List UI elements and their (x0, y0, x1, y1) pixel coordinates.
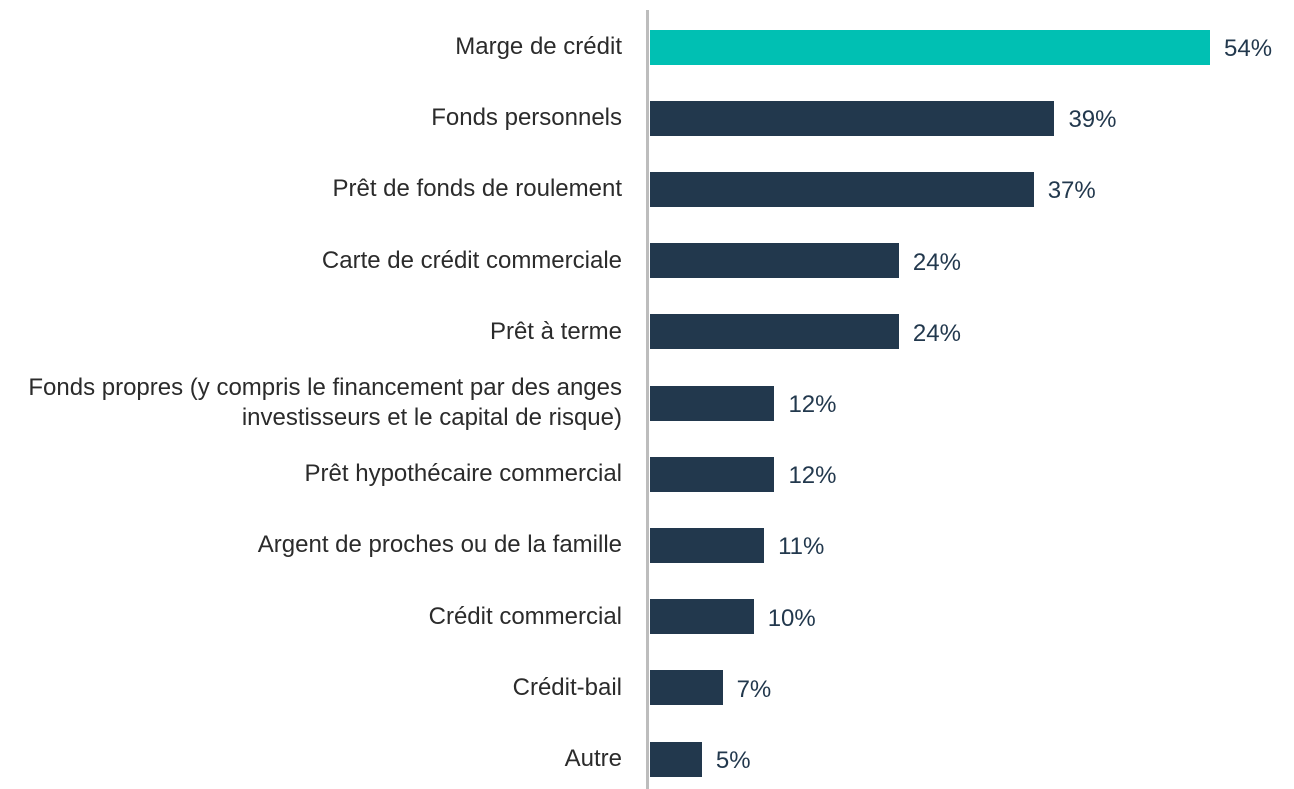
value-label: 12% (788, 391, 837, 418)
category-label: Fonds propres (y compris le financement … (28, 374, 622, 431)
category-label: Prêt à terme (489, 317, 622, 345)
value-label: 10% (767, 604, 816, 632)
category-label: Argent de proches ou de la famille (257, 531, 622, 559)
bar (650, 314, 899, 350)
category-label: Prêt de fonds de roulement (332, 175, 622, 203)
bar (650, 385, 775, 421)
value-label: 5% (715, 747, 751, 774)
category-label: Autre (564, 745, 622, 772)
value-label: 7% (736, 675, 772, 703)
category-label: Prêt hypothécaire commercial (304, 460, 622, 488)
category-label: Fonds personnels (431, 104, 622, 132)
bar (650, 29, 1210, 65)
category-label: Crédit-bail (512, 673, 622, 701)
value-label: 39% (1068, 106, 1117, 134)
bar (650, 100, 1055, 136)
category-label: Carte de crédit commerciale (321, 246, 622, 274)
category-label: Marge de crédit (455, 33, 622, 60)
value-label: 24% (912, 248, 961, 276)
bar (650, 741, 702, 777)
bar (650, 243, 899, 279)
bar (650, 456, 775, 492)
value-label: 12% (788, 462, 837, 490)
bar (650, 599, 754, 635)
value-label: 11% (778, 533, 825, 561)
value-label: 24% (912, 319, 961, 347)
bar (650, 527, 765, 563)
value-label: 54% (1224, 35, 1273, 62)
bar (650, 171, 1034, 207)
value-label: 37% (1047, 177, 1096, 205)
bar (650, 670, 723, 706)
category-label: Crédit commercial (428, 602, 622, 630)
axis-line (646, 10, 649, 789)
